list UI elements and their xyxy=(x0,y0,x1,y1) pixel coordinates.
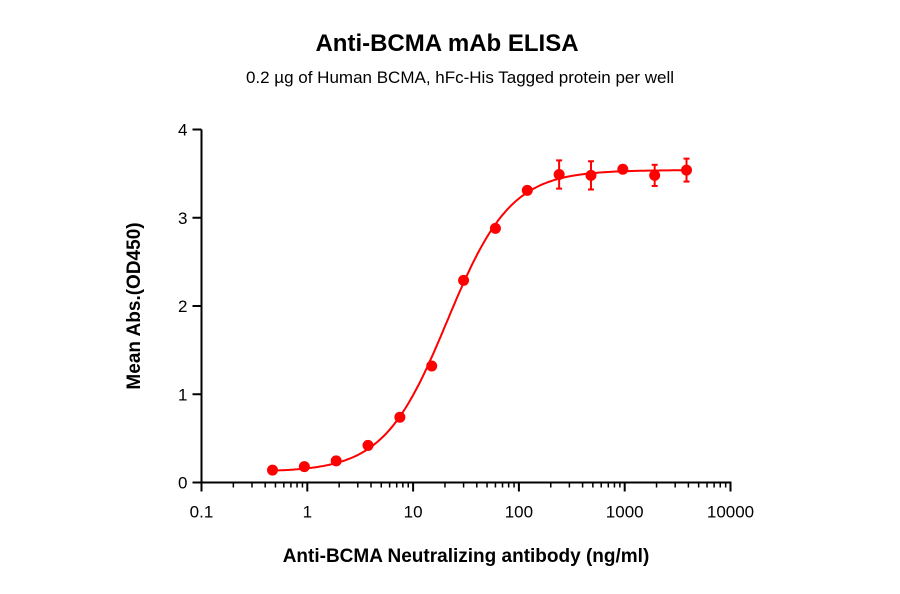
data-point xyxy=(521,184,533,196)
data-point xyxy=(330,455,342,467)
y-tick-label: 1 xyxy=(178,385,187,404)
data-points xyxy=(267,157,693,476)
data-point xyxy=(298,461,310,473)
data-point xyxy=(681,164,693,176)
data-point xyxy=(617,163,629,175)
y-tick-label: 4 xyxy=(178,121,187,140)
x-tick-label: 0.1 xyxy=(190,503,214,522)
data-point xyxy=(553,169,565,181)
x-tick-label: 1000 xyxy=(606,503,644,522)
x-tick-label: 10000 xyxy=(707,503,754,522)
x-axis-label: Anti-BCMA Neutralizing antibody (ng/ml) xyxy=(283,546,650,567)
x-tick-label: 100 xyxy=(505,503,533,522)
data-point xyxy=(458,274,470,286)
data-point xyxy=(394,411,406,423)
y-tick-label: 0 xyxy=(178,474,187,493)
data-point xyxy=(362,439,374,451)
fit-curve xyxy=(272,169,687,472)
axes: 0.1 1 10 100 1000 10000 0 1 2 3 4 xyxy=(178,121,754,522)
x-tick-label: 10 xyxy=(404,503,423,522)
y-axis-label: Mean Abs.(OD450) xyxy=(124,222,145,389)
x-tick-label: 1 xyxy=(303,503,312,522)
data-point xyxy=(267,464,279,476)
data-point xyxy=(649,169,661,181)
y-tick-label: 3 xyxy=(178,209,187,228)
data-point xyxy=(426,360,438,372)
chart-subtitle: 0.2 µg of Human BCMA, hFc-His Tagged pro… xyxy=(246,68,674,87)
data-point xyxy=(489,222,501,234)
fit-curve-group xyxy=(272,169,687,472)
y-tick-label: 2 xyxy=(178,297,187,316)
chart-title: Anti-BCMA mAb ELISA xyxy=(315,30,578,57)
data-point xyxy=(585,169,597,181)
